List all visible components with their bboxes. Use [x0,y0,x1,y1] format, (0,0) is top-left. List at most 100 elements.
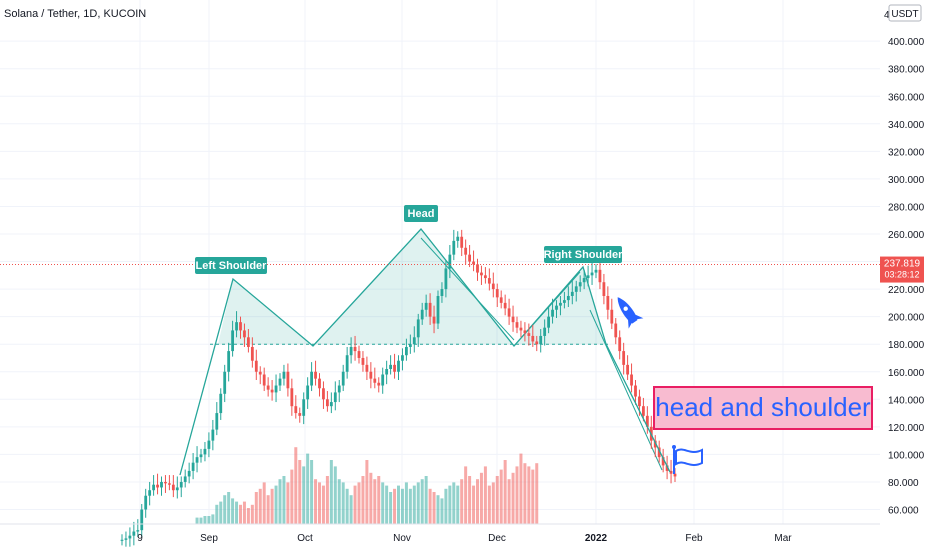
volume-bar [479,472,483,524]
volume-bar [262,482,266,524]
volume-bar [223,495,227,524]
volume-bar [503,460,507,524]
volume-bar [460,479,464,524]
volume-bar [246,508,250,524]
candle [594,264,598,279]
volume-bar [211,514,215,524]
candle [306,377,310,409]
price-badge-countdown: 03:28:12 [884,270,919,280]
candle [341,364,345,392]
candle [333,381,337,411]
price-tick-label: 280.000 [888,202,925,213]
currency-badge[interactable]: USDT [888,4,922,22]
volume-bar [397,485,400,524]
candle [258,366,262,385]
candle [523,322,527,342]
price-axis[interactable]: 60.000 80.000 100.000 120.000 140.000 160.000… [884,10,925,517]
volume-bar [345,488,349,524]
candle [495,283,499,308]
volume-bar [468,476,472,524]
candle [555,300,558,319]
candle [511,305,515,332]
candle [452,229,456,261]
candle [622,342,626,375]
annotation-box-text: head and shoulder [655,392,871,422]
candle [310,362,313,392]
volume-bar [389,492,393,524]
volume-bar [203,516,207,524]
candle [373,367,377,389]
candle [349,337,353,364]
candle [286,363,290,397]
volume-bar [325,476,329,524]
candle [543,319,547,346]
candle [476,258,479,281]
candle [171,475,175,498]
candle [412,326,416,353]
candle [345,346,349,379]
candle [239,316,242,339]
candle [290,378,294,416]
candle [152,475,155,496]
candle [148,481,152,506]
candle [448,245,452,279]
volume-bar [448,485,452,524]
candle [357,345,361,364]
chart-title: Solana / Tether, 1D, KUCOIN [4,8,146,20]
candle [235,311,238,338]
volume-bar [337,479,341,524]
right-shoulder-tag: Right Shoulder [544,246,624,263]
volume-bar [400,488,404,524]
price-tick-label: 340.000 [888,120,925,131]
rocket-icon [617,297,644,329]
candle [262,367,266,392]
volume-bar [499,469,503,524]
time-axis[interactable]: 9 Sep Oct Nov Dec 2022 Feb Mar [0,523,880,544]
price-tick-label: 200.000 [888,313,925,324]
candle [250,337,254,368]
volume-bar [464,466,468,524]
candle [156,473,159,495]
candle [574,280,578,302]
candle [298,407,302,423]
candle [480,265,483,285]
channel-line [589,309,663,471]
price-tick-label: 400.000 [888,37,925,48]
volume-bar [440,498,444,524]
candle [440,282,444,303]
head-label: Head [408,208,435,220]
right-shoulder-label: Right Shoulder [544,249,624,261]
candle [614,318,618,345]
candle [302,392,306,425]
candle [408,334,412,354]
candle [365,356,369,381]
volume-bar [507,479,511,524]
time-tick-label: 2022 [585,533,608,544]
volume-bar [432,492,436,524]
volume-bar [487,485,491,524]
candle [590,261,594,285]
candle [551,298,554,324]
volume-bar [456,485,460,524]
volume-bar [531,469,535,524]
candle [570,280,574,305]
volume-bar [195,517,199,524]
candle [444,260,448,298]
price-tick-label: 60.000 [888,506,919,517]
candle [187,462,191,484]
price-tick-label: 260.000 [888,230,925,241]
candle [247,329,250,353]
volume-bar [424,476,428,524]
volume-bar [523,463,527,524]
candle [294,395,298,419]
volume-bar [361,476,365,524]
volume-bar [420,479,424,524]
candle [527,323,531,346]
volume-bar [235,501,239,524]
candle [329,392,333,414]
volume-bar [227,492,231,524]
pattern-fill [218,229,606,346]
candle [424,294,428,317]
candle [503,294,507,316]
